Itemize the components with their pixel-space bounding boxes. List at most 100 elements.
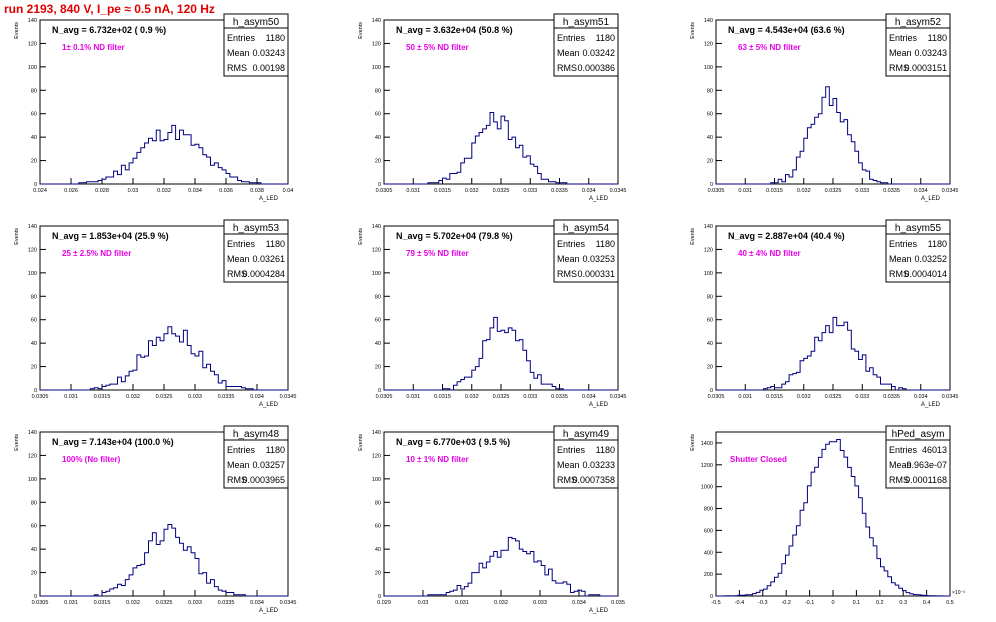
y-tick-label: 80	[375, 500, 381, 506]
y-tick-label: 20	[375, 365, 381, 371]
panel-h_asym51: 0 20 40 60 80 100 120 140 0.0305 0.031 0.0315 0.032…	[358, 13, 627, 202]
stats-box	[885, 13, 951, 77]
x-tick-label: 0.0345	[942, 188, 959, 194]
panel-h_asym49: 0 20 40 60 80 100 120 140 0.029 0.03 0.031 0.032 0.0…	[358, 425, 625, 614]
x-tick-label: 0.033	[523, 394, 537, 400]
x-tick-label: 0.033	[523, 188, 537, 194]
filter-label: 100% (No filter)	[62, 455, 121, 464]
histogram-line	[384, 536, 618, 597]
stats-value: 1180	[266, 239, 285, 249]
x-tick-label: 0.1	[853, 600, 861, 606]
y-axis-title: Events	[358, 434, 364, 451]
x-tick-label: 0.034	[582, 188, 596, 194]
stats-value: 0.000386	[577, 63, 615, 73]
y-tick-label: 40	[707, 341, 713, 347]
y-tick-label: 200	[704, 572, 713, 578]
y-tick-label: 20	[707, 159, 713, 165]
navg-label: N_avg = 3.632e+04 (50.8 %)	[396, 25, 513, 35]
navg-label: N_avg = 6.732e+02 ( 0.9 %)	[52, 25, 166, 35]
y-axis-title: Events	[358, 22, 364, 39]
x-tick-label: 0.031	[738, 394, 752, 400]
stats-key: Entries	[557, 445, 586, 455]
navg-label: N_avg = 4.543e+04 (63.6 %)	[728, 25, 845, 35]
stats-key: RMS	[227, 63, 247, 73]
stats-key: Entries	[227, 445, 256, 455]
x-tick-label: 0.031	[406, 394, 420, 400]
stats-key: RMS	[889, 63, 909, 73]
histogram-line	[40, 124, 288, 185]
y-tick-label: 80	[31, 294, 37, 300]
x-axis-title: A_LED	[259, 402, 279, 408]
x-tick-label: 0.031	[406, 188, 420, 194]
panel-h_asym50: 0 20 40 60 80 100 120 140 0.024 0.026 0.028 0.03 0.0…	[14, 13, 294, 202]
y-tick-label: 60	[31, 112, 37, 118]
y-tick-label: 80	[31, 500, 37, 506]
stats-value: 0.03257	[252, 460, 285, 470]
histogram-line	[384, 112, 618, 185]
y-tick-label: 60	[375, 524, 381, 530]
x-tick-label: 0.031	[64, 394, 78, 400]
stats-title: hPed_asym	[892, 429, 945, 440]
stats-key: Mean	[227, 48, 250, 58]
stats-key: Mean	[889, 254, 912, 264]
y-tick-label: 40	[375, 135, 381, 141]
x-axis-title: A_LED	[589, 196, 609, 202]
x-axis-title: A_LED	[921, 402, 941, 408]
panel-h_asym55: 0 20 40 60 80 100 120 140 0.0305 0.031 0.0315 0.032…	[690, 219, 958, 408]
x-axis-title: A_LED	[921, 196, 941, 202]
x-tick-label: 0.031	[64, 600, 78, 606]
x-tick-label: 0.04	[283, 188, 294, 194]
x-tick-label: 0.5	[946, 600, 954, 606]
stats-value: 0.000331	[577, 269, 615, 279]
stats-box	[885, 425, 951, 489]
filter-label: Shutter Closed	[730, 455, 787, 464]
x-tick-label: 0.028	[95, 188, 109, 194]
panel-h_asym54: 0 20 40 60 80 100 120 140 0.0305 0.031 0.0315 0.032…	[358, 219, 626, 408]
stats-value: 0.03243	[252, 48, 285, 58]
stats-value: 0.00198	[252, 63, 285, 73]
x-tick-label: 0.026	[64, 188, 78, 194]
stats-key: Entries	[557, 239, 586, 249]
y-tick-label: 40	[375, 547, 381, 553]
panel-h_asym48: 0 20 40 60 80 100 120 140 0.0305 0.031 0.0315 0.032…	[14, 425, 296, 614]
stats-key: Entries	[889, 445, 918, 455]
x-axis-title: A_LED	[259, 608, 279, 614]
x-tick-label: 0.0315	[766, 188, 783, 194]
y-tick-label: 120	[28, 453, 37, 459]
y-tick-label: 120	[372, 41, 381, 47]
navg-label: N_avg = 2.887e+04 (40.4 %)	[728, 231, 845, 241]
x-tick-label: 0.035	[611, 600, 625, 606]
y-tick-label: 140	[372, 224, 381, 230]
x-tick-label: 0.032	[494, 600, 508, 606]
x-tick-label: 0.0305	[708, 188, 725, 194]
y-tick-label: 20	[707, 365, 713, 371]
stats-key: RMS	[557, 63, 577, 73]
navg-label: N_avg = 7.143e+04 (100.0 %)	[52, 437, 174, 447]
x-tick-label: 0.0315	[94, 600, 111, 606]
y-axis-title: Events	[14, 228, 20, 245]
x-tick-label: 0.0345	[610, 188, 627, 194]
stats-title: h_asym51	[563, 17, 610, 28]
stats-key: Mean	[227, 254, 250, 264]
histogram-line	[384, 316, 618, 391]
y-tick-label: 140	[704, 224, 713, 230]
y-tick-label: 1200	[701, 463, 713, 469]
y-tick-label: 0	[34, 388, 37, 394]
y-tick-label: 100	[704, 65, 713, 71]
x-tick-label: 0.034	[250, 600, 264, 606]
x-tick-label: 0.036	[219, 188, 233, 194]
y-axis-title: Events	[690, 22, 696, 39]
x-axis-title: A_LED	[259, 196, 279, 202]
stats-value: 1180	[596, 33, 615, 43]
y-tick-label: 20	[375, 571, 381, 577]
stats-value: 0.03243	[914, 48, 947, 58]
x-tick-label: 0.032	[797, 394, 811, 400]
y-tick-label: 80	[707, 294, 713, 300]
x-tick-label: 0.0335	[551, 394, 568, 400]
histogram-line	[40, 524, 288, 597]
stats-box	[223, 425, 289, 489]
stats-key: Entries	[889, 33, 918, 43]
y-tick-label: 80	[707, 88, 713, 94]
y-tick-label: 0	[34, 594, 37, 600]
run-title: run 2193, 840 V, I_pe ≈ 0.5 nA, 120 Hz	[4, 2, 215, 16]
